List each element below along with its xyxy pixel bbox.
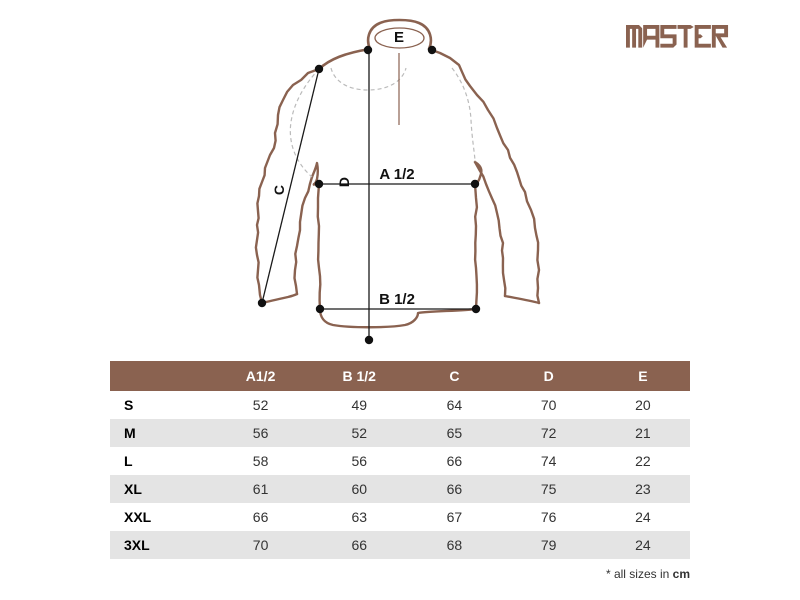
svg-text:A 1/2: A 1/2 xyxy=(379,166,414,183)
svg-text:D: D xyxy=(336,177,352,187)
svg-text:C: C xyxy=(271,185,287,195)
svg-text:B 1/2: B 1/2 xyxy=(379,291,415,308)
svg-text:E: E xyxy=(394,29,404,46)
